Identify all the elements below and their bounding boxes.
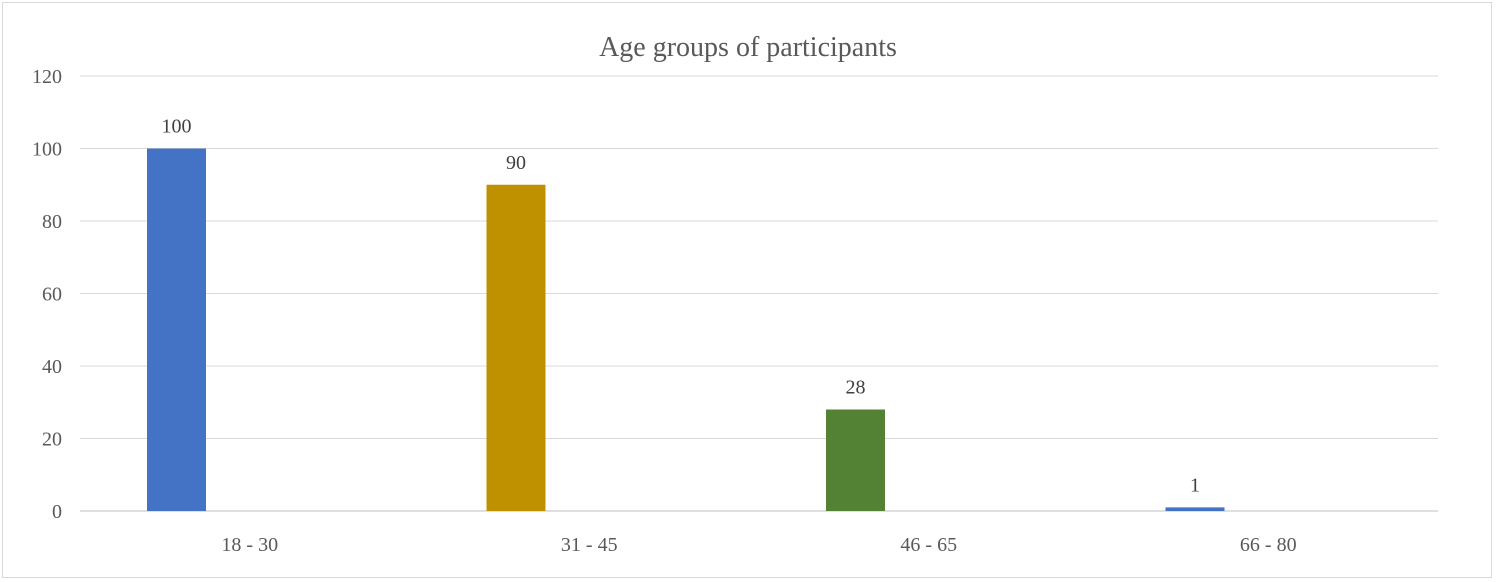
gridlines — [80, 75, 1438, 512]
bar — [826, 409, 885, 511]
x-tick-label: 18 - 30 — [221, 534, 278, 556]
bar — [147, 148, 206, 511]
data-label: 28 — [846, 377, 866, 399]
data-label: 100 — [162, 116, 192, 138]
data-label: 90 — [506, 152, 526, 174]
bars — [147, 148, 1225, 511]
x-tick-label: 31 - 45 — [561, 534, 618, 556]
x-tick-label: 66 - 80 — [1240, 534, 1297, 556]
bar — [486, 184, 546, 511]
y-tick-label: 20 — [42, 429, 62, 451]
x-tick-label: 46 - 65 — [900, 534, 957, 556]
data-label: 1 — [1190, 474, 1200, 496]
bar — [1165, 507, 1225, 511]
y-tick-label: 0 — [52, 501, 62, 523]
x-axis-ticks: 18 - 30 31 - 45 46 - 65 66 - 80 — [221, 534, 1296, 556]
data-labels: 100 90 28 1 — [162, 116, 1201, 497]
y-tick-label: 60 — [42, 284, 62, 306]
y-axis-ticks: 0 20 40 60 80 100 120 — [32, 66, 62, 523]
chart-title: Age groups of participants — [599, 32, 897, 63]
y-tick-label: 80 — [42, 211, 62, 233]
y-tick-label: 40 — [42, 356, 62, 378]
y-tick-label: 120 — [32, 66, 62, 88]
y-tick-label: 100 — [32, 139, 62, 161]
